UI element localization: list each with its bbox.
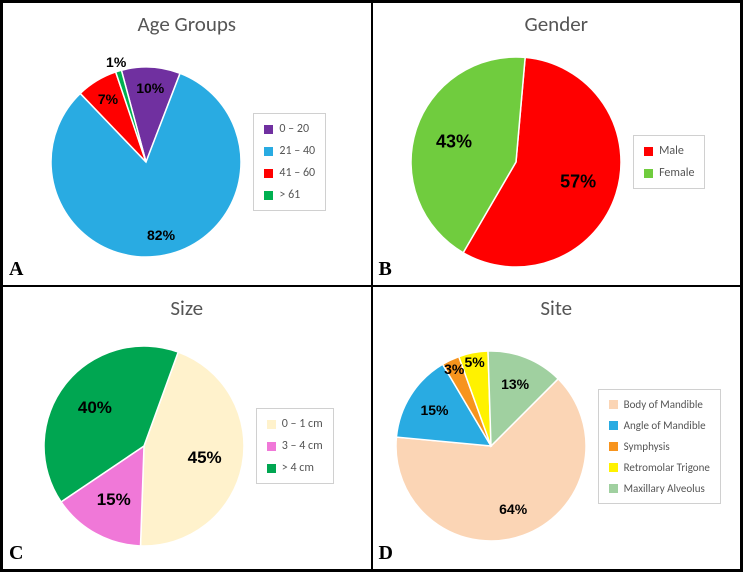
legend-label: 3 – 4 cm	[282, 439, 323, 453]
slice-label: 10%	[136, 80, 164, 96]
panel-D: Site 64% 15% 3%5% 13% Body of Mandible Angle o…	[372, 286, 742, 570]
chart-grid: Age Groups 10% 82% 7% 1% 0 – 20 21 – 40 41 – 60…	[0, 0, 743, 572]
slice-label: 15%	[420, 402, 448, 418]
legend: Male Female	[633, 135, 705, 189]
panel-title: Site	[540, 295, 572, 321]
legend-swatch	[644, 147, 653, 156]
panel-C: Size 45% 15% 40% 0 – 1 cm 3 – 4 cm > 4 cm C	[2, 286, 372, 570]
legend-label: 0 – 1 cm	[282, 417, 323, 431]
slice-label: 15%	[97, 490, 131, 510]
legend-swatch	[609, 421, 618, 430]
chart-row: 64% 15% 3%5% 13% Body of Mandible Angle of Ma…	[377, 327, 737, 565]
slice-label: 1%	[106, 54, 126, 70]
legend-label: 21 – 40	[279, 144, 315, 158]
panel-title: Age Groups	[137, 11, 236, 37]
legend: 0 – 20 21 – 40 41 – 60 > 61	[253, 113, 326, 211]
legend-item: Body of Mandible	[609, 398, 710, 411]
legend-item: Male	[644, 144, 694, 158]
panel-title: Size	[170, 295, 203, 321]
slice-label: 40%	[78, 398, 112, 418]
legend: 0 – 1 cm 3 – 4 cm > 4 cm	[256, 408, 334, 484]
pie-chart: 10%82%7%1%	[47, 63, 245, 261]
panel-letter: C	[9, 542, 23, 565]
legend-item: 3 – 4 cm	[267, 439, 323, 453]
legend-item: 41 – 60	[264, 166, 315, 180]
legend-swatch	[264, 125, 273, 134]
legend-label: 0 – 20	[279, 122, 309, 136]
chart-row: 57% 43% Male Female	[377, 43, 737, 281]
slice-label: 5%	[464, 354, 484, 370]
legend-swatch	[644, 169, 653, 178]
panel-letter: B	[379, 258, 392, 281]
legend-swatch	[267, 464, 276, 473]
slice-label: 82%	[147, 227, 175, 243]
legend-label: Retromolar Trigone	[624, 461, 710, 474]
legend-item: > 4 cm	[267, 461, 323, 475]
legend-item: Female	[644, 166, 694, 180]
legend-label: Body of Mandible	[624, 398, 703, 411]
legend-swatch	[609, 484, 618, 493]
slice-label: 64%	[499, 501, 527, 517]
panel-B: Gender 57% 43% Male Female B	[372, 2, 742, 286]
legend-label: 41 – 60	[279, 166, 315, 180]
legend-swatch	[267, 442, 276, 451]
panel-letter: A	[9, 258, 23, 281]
legend-label: Symphysis	[624, 440, 670, 453]
legend-swatch	[264, 147, 273, 156]
legend-item: Symphysis	[609, 440, 710, 453]
panel-title: Gender	[524, 11, 588, 37]
panel-letter: D	[379, 542, 393, 565]
legend-label: > 61	[279, 188, 300, 202]
legend-swatch	[609, 463, 618, 472]
pie-chart: 64% 15% 3%5% 13%	[392, 347, 590, 545]
panel-A: Age Groups 10% 82% 7% 1% 0 – 20 21 – 40 41 – 60…	[2, 2, 372, 286]
legend-label: Angle of Mandible	[624, 419, 706, 432]
slice-label: 57%	[560, 171, 596, 192]
chart-row: 10% 82% 7% 1% 0 – 20 21 – 40 41 – 60 > 61	[7, 43, 367, 281]
legend-swatch	[609, 400, 618, 409]
legend-swatch	[264, 169, 273, 178]
legend-item: 0 – 20	[264, 122, 315, 136]
legend-label: Male	[659, 144, 684, 158]
legend-item: > 61	[264, 188, 315, 202]
legend-item: Retromolar Trigone	[609, 461, 710, 474]
legend-label: Female	[659, 166, 694, 180]
pie-chart: 57% 43%	[407, 53, 625, 271]
legend-swatch	[609, 442, 618, 451]
legend: Body of Mandible Angle of Mandible Symphys…	[598, 389, 721, 504]
legend-label: > 4 cm	[282, 461, 314, 475]
slice-label: 13%	[501, 376, 529, 392]
pie-chart: 45% 15% 40%	[40, 342, 248, 550]
slice-label: 7%	[98, 91, 118, 107]
legend-swatch	[264, 191, 273, 200]
legend-item: Angle of Mandible	[609, 419, 710, 432]
slice-label: 43%	[436, 132, 472, 153]
chart-row: 45% 15% 40% 0 – 1 cm 3 – 4 cm > 4 cm	[7, 327, 367, 565]
legend-item: Maxillary Alveolus	[609, 482, 710, 495]
legend-swatch	[267, 420, 276, 429]
legend-item: 21 – 40	[264, 144, 315, 158]
slice-label: 45%	[188, 448, 222, 468]
slice-label: 3%	[444, 361, 464, 377]
legend-label: Maxillary Alveolus	[624, 482, 705, 495]
legend-item: 0 – 1 cm	[267, 417, 323, 431]
